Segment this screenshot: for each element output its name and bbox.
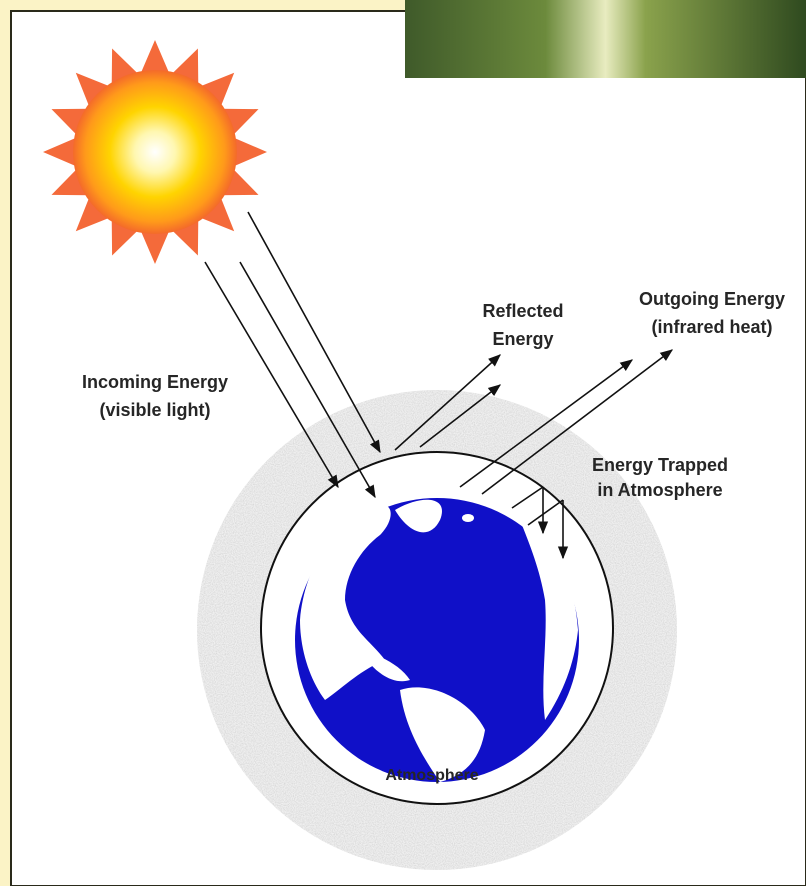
- trapped-label: Energy Trapped: [592, 455, 728, 475]
- forest-photo: [405, 0, 806, 78]
- outgoing-label: (infrared heat): [651, 317, 772, 337]
- incoming-label: (visible light): [99, 400, 210, 420]
- earth: [295, 498, 579, 782]
- incoming-label: Incoming Energy: [82, 372, 228, 392]
- outgoing-label: Outgoing Energy: [639, 289, 785, 309]
- trapped-label: in Atmosphere: [597, 480, 722, 500]
- reflected-label: Reflected: [482, 301, 563, 321]
- sun: [43, 40, 267, 264]
- diagram: Incoming Energy (visible light) Reflecte…: [0, 0, 806, 886]
- atmosphere-label: Atmosphere: [385, 767, 478, 784]
- reflected-label: Energy: [492, 329, 553, 349]
